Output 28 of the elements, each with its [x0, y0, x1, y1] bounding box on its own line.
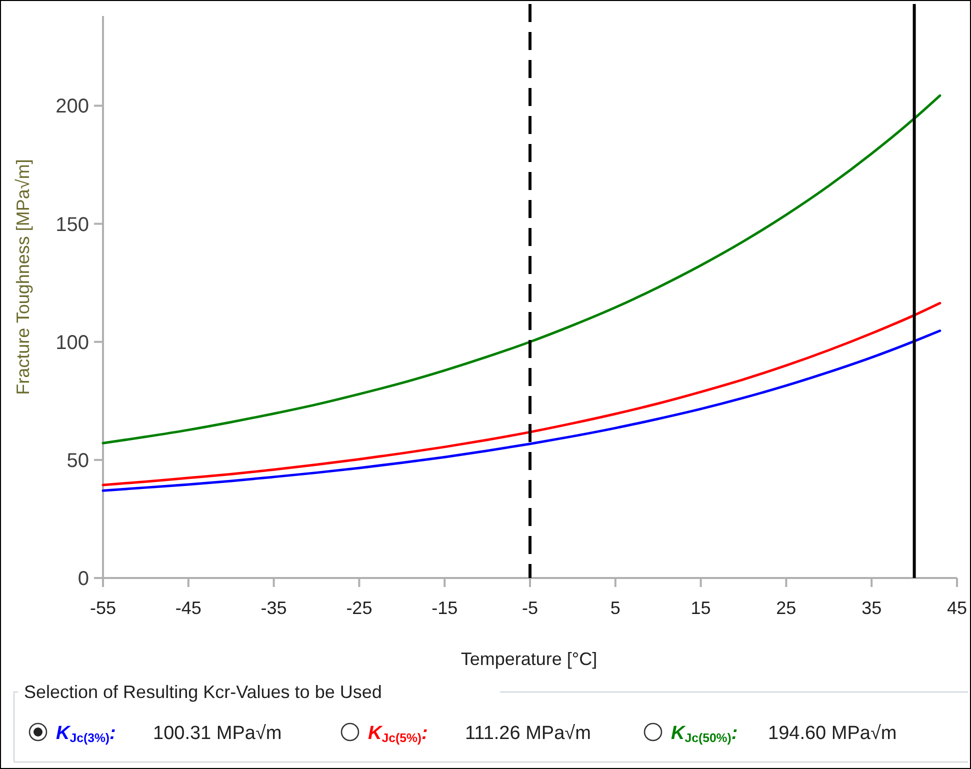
y-tick-label: 0 — [78, 568, 89, 590]
line-series — [102, 302, 942, 486]
y-tick-label: 50 — [66, 450, 89, 472]
y-tick-label: 150 — [56, 214, 89, 236]
x-axis-title: Temperature [°C] — [460, 649, 598, 669]
legend-title: Selection of Resulting Kcr-Values to be Used — [24, 682, 382, 702]
text: 111.26 MPa√m — [465, 723, 591, 744]
x-tick-label: -5 — [522, 598, 538, 618]
x-tick-label: 45 — [946, 598, 968, 618]
line-series — [102, 94, 942, 444]
line-series — [102, 330, 942, 492]
y-tick-label: 100 — [56, 332, 89, 354]
x-tick-label: -35 — [260, 598, 287, 618]
y-tick-label: 200 — [56, 96, 89, 118]
text: 100.31 MPa√m — [153, 723, 282, 744]
x-tick-label: -45 — [175, 598, 202, 618]
text: K$_{Jc(3%)}$: — [56, 723, 116, 745]
x-tick-label: 25 — [776, 598, 796, 618]
y-axis-title: Fracture Toughness [MPa√m] — [13, 159, 33, 395]
text: K$_{Jc(50%)}$: — [671, 723, 738, 745]
x-tick-label: -15 — [432, 598, 458, 618]
x-tick-label: -55 — [90, 598, 116, 618]
x-tick-label: -25 — [346, 598, 372, 618]
x-tick-label: 5 — [610, 598, 620, 618]
text: K$_{Jc(5%)}$: — [368, 723, 428, 745]
x-tick-label: 15 — [690, 598, 711, 618]
text: 194.60 MPa√m — [768, 723, 897, 744]
x-tick-label: 35 — [862, 598, 882, 618]
